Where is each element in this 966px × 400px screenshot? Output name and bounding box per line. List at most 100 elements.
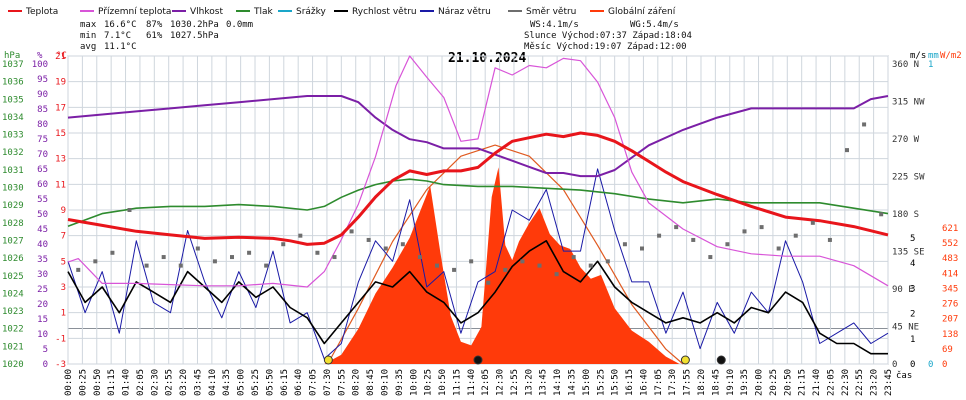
tick-pct: 50 <box>37 210 48 220</box>
tick-time: 16:40 <box>639 369 649 396</box>
tick-time: 13:45 <box>539 369 549 396</box>
tick-c: 13 <box>55 155 66 165</box>
tick-pct: 70 <box>37 150 48 160</box>
tick-hpa: 1036 <box>2 78 24 88</box>
stat-max-label: max <box>80 20 97 30</box>
tick-time: 17:55 <box>683 369 693 396</box>
tick-time: 15:50 <box>611 369 621 396</box>
tick-ms: 2 <box>910 310 915 320</box>
legend-naraz: Náraz větru <box>438 7 491 17</box>
smer-point <box>793 233 798 238</box>
tick-time: 12:55 <box>510 369 520 396</box>
smer-point <box>862 122 867 127</box>
smer-point <box>144 263 149 268</box>
tick-time: 22:55 <box>855 369 865 396</box>
smer-point <box>605 259 610 264</box>
stat-mesic: Měsíc Východ:19:07 Západ:12:00 <box>524 42 687 52</box>
smer-point <box>110 250 115 255</box>
smer-point <box>674 225 679 230</box>
tick-wm2: 414 <box>942 269 958 279</box>
smer-point <box>845 148 849 153</box>
tick-time: 04:35 <box>222 369 232 396</box>
tick-time: 11:40 <box>467 369 477 396</box>
tick-time: 15:25 <box>596 369 606 396</box>
tick-hpa: 1034 <box>2 113 24 123</box>
tick-hpa: 1024 <box>2 289 24 299</box>
legend: Teplota Přízemní teplota Vlhkost Tlak Sr… <box>8 7 676 17</box>
tick-hpa: 1021 <box>2 342 24 352</box>
smer-point <box>212 259 217 264</box>
tick-time: 01:40 <box>122 369 132 396</box>
tick-pct: 80 <box>37 120 48 130</box>
tick-time: 07:05 <box>309 369 319 396</box>
tick-pct: 20 <box>37 300 48 310</box>
tick-dir: 360 N <box>892 60 919 70</box>
smer-point <box>486 280 491 285</box>
tick-time: 21:15 <box>798 369 808 396</box>
tick-pct: 10 <box>37 330 48 340</box>
legend-zareni: Globální záření <box>608 7 676 17</box>
tick-time: 06:15 <box>280 369 290 396</box>
tick-time: 05:00 <box>237 369 247 396</box>
legend-tlak: Tlak <box>253 7 274 17</box>
tick-time: 09:10 <box>380 369 390 396</box>
tick-time: 18:20 <box>697 369 707 396</box>
tick-ms: 5 <box>910 234 915 244</box>
smer-point <box>247 250 252 255</box>
tick-time: 06:40 <box>294 369 304 396</box>
tick-hpa: 1023 <box>2 307 24 317</box>
tick-time: 03:20 <box>179 369 189 396</box>
smer-point <box>178 263 183 268</box>
stat-wg: WG:5.4m/s <box>630 20 679 30</box>
tick-hpa: 1022 <box>2 325 24 335</box>
smer-point <box>435 263 439 268</box>
markers <box>323 355 726 365</box>
tick-dir: 0 <box>892 360 897 370</box>
tick-time: 10:25 <box>424 369 434 396</box>
smer-point <box>417 255 422 260</box>
stat-avg-temp: 11.1°C <box>104 42 137 52</box>
tick-time: 10:00 <box>409 369 419 396</box>
stat-ws: WS:4.1m/s <box>530 20 579 30</box>
tick-pct: 75 <box>37 135 48 145</box>
tick-time: 14:10 <box>553 369 563 396</box>
tick-hpa: 1033 <box>2 131 24 141</box>
tick-hpa: 1035 <box>2 95 24 105</box>
tick-dir: 315 NW <box>892 98 925 108</box>
tick-pct: 35 <box>37 255 48 265</box>
axis-unit-pct: % <box>37 51 43 61</box>
smer-point <box>622 242 627 247</box>
series-zareni-area <box>324 167 680 364</box>
tick-c: 15 <box>55 129 66 139</box>
tick-wm2: 0 <box>942 360 947 370</box>
tick-pct: 15 <box>37 315 48 325</box>
tick-time: 22:05 <box>826 369 836 396</box>
smer-point <box>400 242 405 247</box>
tick-hpa: 1025 <box>2 272 24 282</box>
tick-time: 13:20 <box>524 369 534 396</box>
smer-point <box>383 246 388 251</box>
tick-c: 21 <box>55 52 66 62</box>
axis-unit-c: °C <box>56 51 67 61</box>
marker-sunset <box>680 355 690 365</box>
legend-srazky: Srážky <box>296 7 327 17</box>
tick-dir: 225 SW <box>892 173 925 183</box>
smer-point <box>742 229 747 234</box>
tick-time: 22:30 <box>841 369 851 396</box>
smer-point <box>588 263 593 268</box>
tick-pct: 55 <box>37 195 48 205</box>
tick-ms: 3 <box>910 284 915 294</box>
tick-time: 07:30 <box>323 369 333 396</box>
smer-point <box>554 272 559 277</box>
series-pocitova <box>67 55 889 288</box>
tick-time: 00:50 <box>93 369 103 396</box>
legend-teplota: Teplota <box>25 7 58 17</box>
tick-time: 20:50 <box>783 369 793 396</box>
tick-ms: 1 <box>910 335 915 345</box>
tick-c: -1 <box>55 334 66 344</box>
legend-smer: Směr větru <box>526 7 576 17</box>
smer-point <box>725 242 730 247</box>
tick-pct: 45 <box>37 225 48 235</box>
tick-dir: 270 W <box>892 135 920 145</box>
